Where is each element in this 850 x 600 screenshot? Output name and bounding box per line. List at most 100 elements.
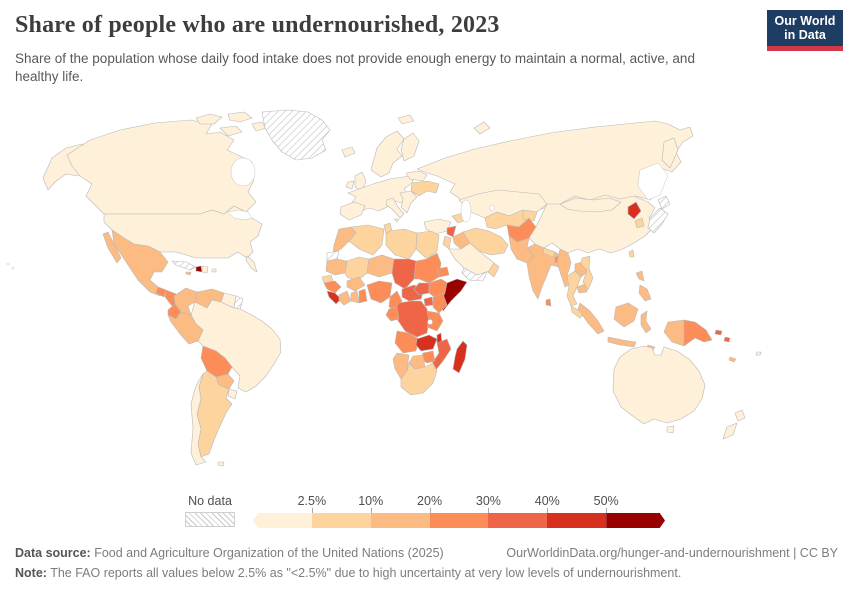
country-north-korea[interactable] [627, 201, 642, 220]
country-brazil[interactable] [190, 299, 282, 393]
country-sicily[interactable] [393, 218, 400, 223]
country-arctic-island[interactable] [195, 113, 223, 125]
country-new-zealand[interactable] [734, 409, 746, 422]
country-cambodia[interactable] [576, 283, 588, 294]
country-java[interactable] [607, 336, 637, 348]
attribution-link[interactable]: OurWorldinData.org/hunger-and-undernouri… [506, 546, 838, 560]
country-ivory-coast[interactable] [338, 290, 352, 306]
country-ghana[interactable] [350, 290, 360, 304]
country-zambia[interactable] [415, 334, 438, 352]
country-scandinavia[interactable] [370, 130, 405, 178]
country-thailand[interactable] [566, 270, 582, 307]
country-dominican-republic[interactable] [201, 265, 209, 274]
country-malaysia[interactable] [570, 305, 585, 319]
country-solomon-islands[interactable] [723, 336, 731, 343]
country-cuba[interactable] [171, 260, 197, 271]
legend-bin-2.5%-10%[interactable] [311, 513, 371, 528]
country-sumatra[interactable] [577, 302, 605, 335]
country-haiti[interactable] [195, 265, 203, 273]
country-arctic-island[interactable] [227, 111, 253, 123]
country-chile[interactable] [190, 373, 207, 466]
legend-bin-30%-40%[interactable] [488, 513, 548, 528]
country-russia-kamchatka[interactable] [661, 137, 679, 169]
country-nepal[interactable] [542, 247, 556, 258]
country-balkans[interactable] [399, 190, 418, 214]
country-papua-new-guinea[interactable] [683, 319, 713, 347]
country-philippines[interactable] [638, 284, 652, 302]
country-arctic-island[interactable] [219, 125, 243, 137]
country-togo-benin[interactable] [358, 288, 368, 304]
legend-bin-40%-50%[interactable] [547, 513, 607, 528]
country-laos[interactable] [574, 261, 588, 278]
country-finland[interactable] [400, 132, 420, 162]
country-jordan-israel[interactable] [442, 235, 452, 250]
legend-bin-20%-30%[interactable] [429, 513, 489, 528]
country-libya[interactable] [385, 228, 418, 260]
country-senegal[interactable] [321, 274, 334, 284]
legend-no-data-swatch[interactable] [185, 512, 235, 527]
country-kenya[interactable] [432, 293, 448, 314]
country-japan-hokkaido[interactable] [657, 195, 671, 210]
country-philippines[interactable] [635, 270, 645, 282]
country-chad[interactable] [391, 258, 417, 290]
country-puerto-rico[interactable] [211, 268, 217, 273]
country-fiji[interactable] [755, 351, 762, 356]
owid-logo[interactable]: Our World in Data [767, 10, 843, 51]
country-borneo[interactable] [613, 302, 639, 328]
country-niger[interactable] [366, 254, 395, 278]
country-nigeria[interactable] [366, 280, 393, 304]
legend-bin->50%[interactable] [606, 513, 666, 528]
country-mali[interactable] [344, 256, 370, 282]
country-yemen[interactable] [461, 267, 488, 282]
country-taiwan[interactable] [628, 249, 635, 258]
country-congo-gabon[interactable] [385, 306, 400, 322]
country-oman[interactable] [487, 262, 500, 278]
country-guatemala[interactable] [155, 286, 167, 298]
country-uganda[interactable] [423, 296, 434, 307]
country-china[interactable] [528, 194, 656, 254]
country-burkina-faso[interactable] [346, 276, 366, 292]
country-japan-honshu[interactable] [647, 207, 669, 234]
country-uk[interactable] [354, 171, 367, 192]
country-vietnam[interactable] [580, 255, 594, 291]
country-peru[interactable] [167, 311, 204, 345]
country-guinea[interactable] [323, 280, 342, 294]
country-ukraine[interactable] [410, 180, 440, 197]
country-uruguay[interactable] [227, 388, 238, 400]
legend-no-data[interactable]: No data [185, 494, 235, 527]
country-sulawesi[interactable] [640, 310, 652, 334]
country-mozambique[interactable] [430, 338, 452, 372]
country-greenland[interactable] [261, 109, 331, 161]
country-svalbard[interactable] [397, 114, 415, 125]
country-syria[interactable] [446, 225, 457, 238]
country-south-africa[interactable] [400, 362, 438, 396]
country-usa-florida[interactable] [245, 255, 258, 273]
country-iran[interactable] [462, 227, 509, 256]
country-papua-west[interactable] [663, 319, 685, 347]
country-mexico[interactable] [111, 229, 169, 297]
country-algeria[interactable] [348, 224, 385, 256]
country-south-sudan[interactable] [413, 282, 430, 296]
legend-bin-<2.5%[interactable] [253, 513, 312, 528]
country-solomon-islands[interactable] [714, 329, 723, 336]
country-iceland[interactable] [341, 146, 356, 158]
country-madagascar[interactable] [452, 340, 468, 374]
country-kyrgyz-tajik[interactable] [522, 209, 538, 222]
country-ireland[interactable] [345, 180, 355, 190]
country-eritrea-djibouti[interactable] [436, 266, 450, 278]
country-belarus-baltics[interactable] [405, 170, 428, 182]
country-south-korea[interactable] [634, 217, 645, 229]
country-angola[interactable] [394, 330, 420, 354]
country-novaya-zemlya[interactable] [473, 121, 491, 135]
country-tasmania[interactable] [666, 425, 675, 434]
country-mauritania[interactable] [325, 258, 348, 276]
country-mongolia[interactable] [559, 197, 622, 213]
country-new-zealand[interactable] [722, 422, 738, 440]
country-sierra-leone-liberia[interactable] [326, 290, 342, 305]
country-iberia[interactable] [339, 201, 366, 221]
country-jamaica[interactable] [185, 271, 192, 276]
country-falklands[interactable] [217, 461, 225, 467]
country-egypt[interactable] [415, 230, 440, 260]
country-new-caledonia[interactable] [728, 356, 737, 363]
country-australia[interactable] [612, 345, 706, 425]
